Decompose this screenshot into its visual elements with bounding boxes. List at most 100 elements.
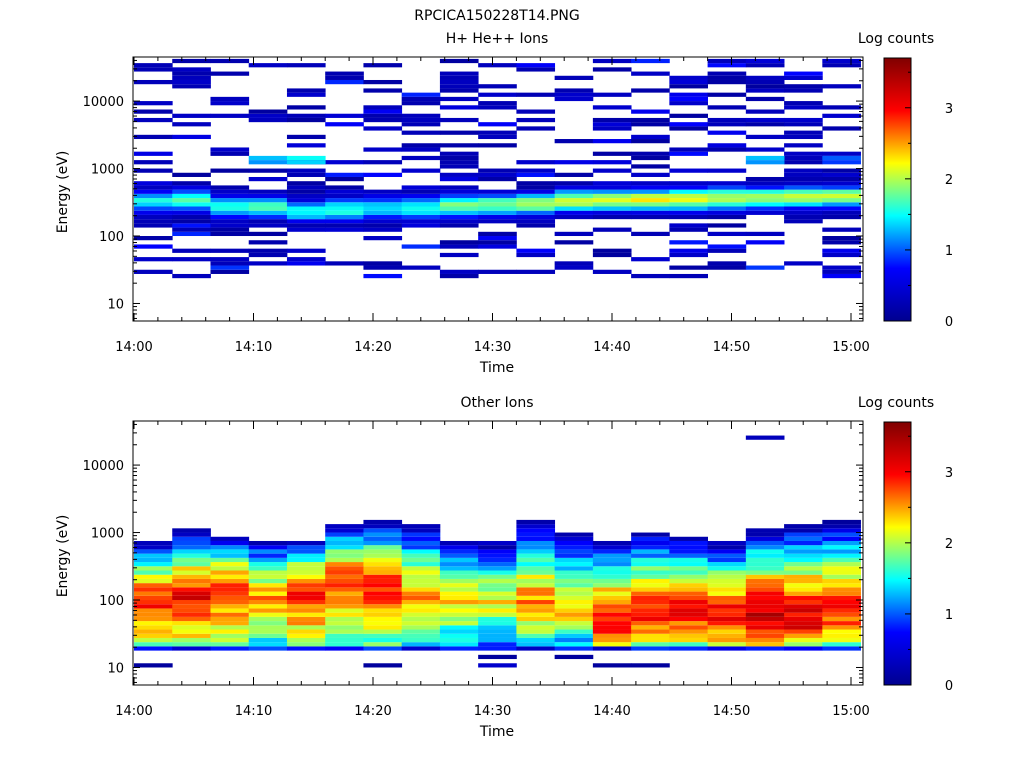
- heatmap-cell: [248, 595, 288, 601]
- heatmap-cell: [248, 574, 288, 579]
- heatmap-cell: [248, 240, 288, 245]
- heatmap-cell: [325, 198, 364, 203]
- heatmap-isolated-bin: [631, 663, 670, 668]
- heatmap-cell: [439, 193, 479, 199]
- heatmap-cell: [669, 181, 708, 186]
- heatmap-cell: [478, 583, 517, 588]
- heatmap-cell: [592, 566, 632, 571]
- heatmap-cell: [439, 206, 479, 211]
- heatmap-cell: [592, 214, 632, 220]
- heatmap-cell: [822, 633, 861, 638]
- heatmap-cell: [707, 181, 747, 186]
- heatmap-cell: [439, 616, 479, 622]
- heatmap-cell: [669, 193, 708, 199]
- heatmap-cell: [516, 126, 556, 131]
- heatmap-cell: [592, 206, 632, 211]
- heatmap-cell: [401, 113, 441, 118]
- heatmap-feature: [286, 155, 326, 161]
- heatmap-cell: [784, 540, 823, 546]
- heatmap-cell: [707, 553, 747, 558]
- y-axis-label: Energy (eV): [55, 515, 71, 598]
- heatmap-cell: [784, 566, 823, 571]
- heatmap-cell: [631, 637, 670, 643]
- heatmap-cell: [745, 117, 785, 123]
- heatmap-cell: [592, 189, 632, 194]
- heatmap-cell: [478, 101, 517, 106]
- heatmap-cell: [363, 63, 403, 68]
- heatmap-cell: [745, 553, 785, 558]
- heatmap-cell: [669, 214, 708, 220]
- heatmap-cell: [172, 566, 211, 571]
- heatmap-cell: [822, 570, 861, 575]
- heatmap-cell: [439, 84, 479, 89]
- heatmap-cell: [439, 600, 479, 605]
- heatmap-cell: [363, 562, 403, 567]
- heatmap-cell: [172, 629, 211, 634]
- heatmap-cell: [286, 202, 326, 207]
- colorbar-tick-label: 0: [945, 315, 953, 330]
- heatmap-cell: [554, 574, 594, 579]
- heatmap-cell: [784, 261, 823, 266]
- heatmap-cell: [516, 583, 556, 588]
- heatmap-cell: [592, 168, 632, 173]
- heatmap-cell: [784, 122, 823, 127]
- heatmap-cell: [286, 168, 326, 173]
- heatmap-cell: [210, 587, 250, 592]
- heatmap-cell: [134, 591, 173, 596]
- heatmap-cell: [325, 557, 364, 563]
- heatmap-cell: [210, 189, 250, 194]
- heatmap-cell: [363, 88, 403, 93]
- heatmap-cell: [745, 109, 785, 114]
- heatmap-cell: [286, 248, 326, 253]
- x-axis-label: Time: [479, 724, 514, 740]
- heatmap-cell: [134, 570, 173, 575]
- heatmap-cell: [325, 616, 364, 622]
- heatmap-cell: [516, 185, 556, 190]
- heatmap-cell: [592, 210, 632, 215]
- heatmap-cell: [172, 625, 211, 630]
- heatmap-cell: [172, 122, 211, 127]
- heatmap-cell: [631, 604, 670, 609]
- heatmap-cell: [210, 612, 250, 617]
- heatmap-cell: [325, 595, 364, 601]
- heatmap-cell: [478, 612, 517, 617]
- heatmap-cell: [631, 122, 670, 127]
- heatmap-cell: [248, 578, 288, 584]
- heatmap-cell: [631, 198, 670, 203]
- heatmap-cell: [401, 578, 441, 584]
- heatmap-cell: [286, 193, 326, 199]
- heatmap-cell: [745, 566, 785, 571]
- heatmap-cell: [592, 642, 632, 647]
- heatmap-cell: [554, 202, 594, 207]
- heatmap-cell: [363, 566, 403, 571]
- heatmap-cell: [784, 130, 823, 135]
- heatmap-cell: [439, 591, 479, 596]
- heatmap-cell: [172, 231, 211, 237]
- heatmap-cell: [516, 210, 556, 215]
- heatmap-cell: [401, 595, 441, 601]
- heatmap-cell: [516, 189, 556, 194]
- heatmap-cell: [631, 88, 670, 93]
- heatmap-cell: [248, 637, 288, 643]
- heatmap-cell: [363, 532, 403, 537]
- heatmap-cell: [401, 117, 441, 123]
- heatmap-cell: [707, 591, 747, 596]
- heatmap-cell: [363, 578, 403, 584]
- heatmap-cell: [669, 248, 708, 253]
- heatmap-cell: [363, 549, 403, 554]
- heatmap-cell: [554, 557, 594, 563]
- heatmap-cell: [363, 621, 403, 626]
- y-tick-label: 10: [107, 297, 124, 312]
- heatmap-cell: [669, 562, 708, 567]
- heatmap-cell: [478, 633, 517, 638]
- heatmap-cell: [134, 202, 173, 207]
- heatmap-cell: [248, 562, 288, 567]
- heatmap-cell: [707, 566, 747, 571]
- heatmap-cell: [631, 612, 670, 617]
- heatmap-cell: [631, 621, 670, 626]
- heatmap-cell: [707, 248, 747, 253]
- heatmap-cell: [172, 574, 211, 579]
- heatmap-cell: [478, 591, 517, 596]
- heatmap-cell: [478, 172, 517, 177]
- heatmap-cell: [439, 637, 479, 643]
